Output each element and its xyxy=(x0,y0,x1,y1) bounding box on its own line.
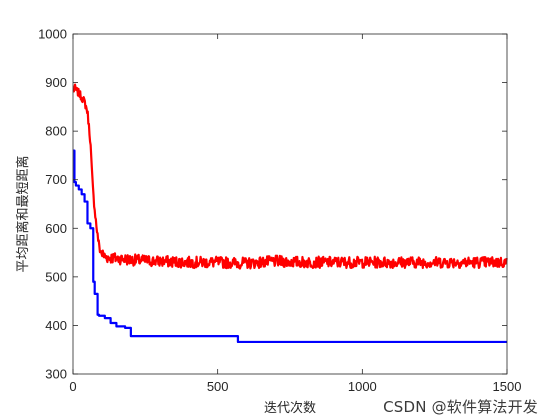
y-tick-label: 900 xyxy=(45,75,67,90)
x-tick-label: 1000 xyxy=(348,379,377,394)
plot-area xyxy=(73,34,507,374)
y-tick-label: 500 xyxy=(45,269,67,284)
series-line-blue xyxy=(73,149,507,344)
y-axis-ticks: 300 400 500 600 700 800 900 1000 xyxy=(38,27,507,382)
series-line-red xyxy=(72,83,508,270)
y-tick-label: 700 xyxy=(45,172,67,187)
y-tick-label: 300 xyxy=(45,367,67,382)
watermark: CSDN @软件算法开发 xyxy=(383,398,538,416)
series-layer xyxy=(72,83,508,344)
y-axis-label: 平均距离和最短距离 xyxy=(15,155,31,272)
y-tick-label: 800 xyxy=(45,124,67,139)
x-axis-ticks: 0 500 1000 1500 xyxy=(69,34,521,394)
x-tick-label: 0 xyxy=(69,379,76,394)
y-tick-label: 1000 xyxy=(38,27,67,42)
x-tick-label: 500 xyxy=(207,379,229,394)
axes-box xyxy=(72,33,508,375)
x-tick-label: 1500 xyxy=(493,379,522,394)
y-tick-label: 600 xyxy=(45,221,67,236)
y-tick-label: 400 xyxy=(45,318,67,333)
x-axis-label: 迭代次数 xyxy=(264,400,316,416)
